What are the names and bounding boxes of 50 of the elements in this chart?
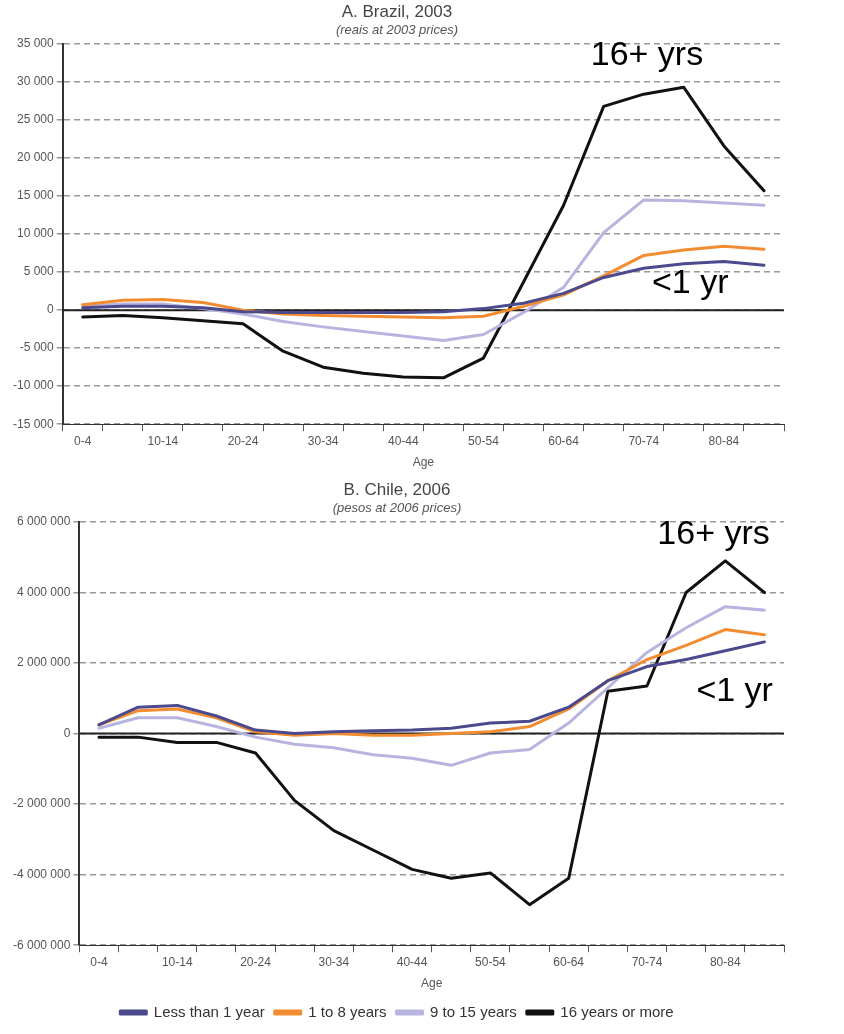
x-tick-label: 80-84 [709, 954, 741, 969]
y-tick-label: -5 000 [19, 340, 55, 355]
x-tick-label: 70-74 [628, 433, 660, 448]
annotation: 16+ yrs [657, 513, 770, 552]
x-tick-label: 10-14 [161, 954, 193, 969]
x-tick-label: 0-4 [74, 433, 92, 448]
x-axis-title: Age [421, 976, 443, 991]
legend-label: 1 to 8 years [308, 1002, 387, 1020]
y-tick-label: 15 000 [17, 188, 55, 203]
x-tick-label: 20-24 [227, 433, 259, 448]
y-tick-label: 2 000 000 [16, 655, 71, 670]
x-tick-label: 40-44 [396, 954, 428, 969]
x-axis-title: Age [412, 455, 435, 470]
y-tick-label: 4 000 000 [16, 584, 71, 599]
y-tick-label: -15 000 [13, 416, 55, 431]
x-tick-label: 60-64 [548, 433, 580, 448]
y-tick-label: 0 [63, 725, 71, 740]
x-tick-label: 0-4 [90, 954, 108, 969]
y-tick-label: 6 000 000 [16, 514, 71, 529]
y-tick-label: -2 000 000 [12, 796, 71, 811]
y-tick-label: 5 000 [23, 264, 55, 279]
chart-subtitle: (pesos at 2006 prices) [332, 499, 462, 515]
x-tick-label: 40-44 [387, 433, 419, 448]
legend-label: 16 years or more [560, 1002, 674, 1020]
y-tick-label: 35 000 [17, 36, 55, 51]
y-tick-label: 0 [47, 302, 55, 317]
y-tick-label: -4 000 000 [12, 866, 71, 881]
annotation: 16+ yrs [590, 33, 704, 72]
legend-label: Less than 1 year [153, 1002, 265, 1020]
chart-title: B. Chile, 2006 [343, 479, 451, 499]
x-tick-label: 30-34 [318, 954, 350, 969]
chart-subtitle: (reais at 2003 prices) [335, 21, 459, 37]
chart-title: A. Brazil, 2003 [341, 1, 453, 21]
x-tick-label: 10-14 [147, 433, 179, 448]
x-tick-label: 70-74 [631, 954, 663, 969]
x-tick-label: 80-84 [708, 433, 740, 448]
y-tick-label: 30 000 [17, 74, 55, 89]
x-tick-label: 50-54 [475, 954, 507, 969]
y-tick-label: 20 000 [17, 150, 55, 165]
y-tick-label: 25 000 [17, 112, 55, 127]
x-tick-label: 60-64 [553, 954, 585, 969]
legend-label: 9 to 15 years [430, 1002, 517, 1020]
y-tick-label: 10 000 [17, 226, 55, 241]
x-tick-label: 20-24 [240, 954, 272, 969]
annotation: <1 yr [696, 669, 773, 708]
y-tick-label: -6 000 000 [12, 937, 71, 952]
x-tick-label: 30-34 [307, 433, 339, 448]
annotation: <1 yr [651, 261, 729, 300]
x-tick-label: 50-54 [468, 433, 500, 448]
y-tick-label: -10 000 [13, 378, 55, 393]
